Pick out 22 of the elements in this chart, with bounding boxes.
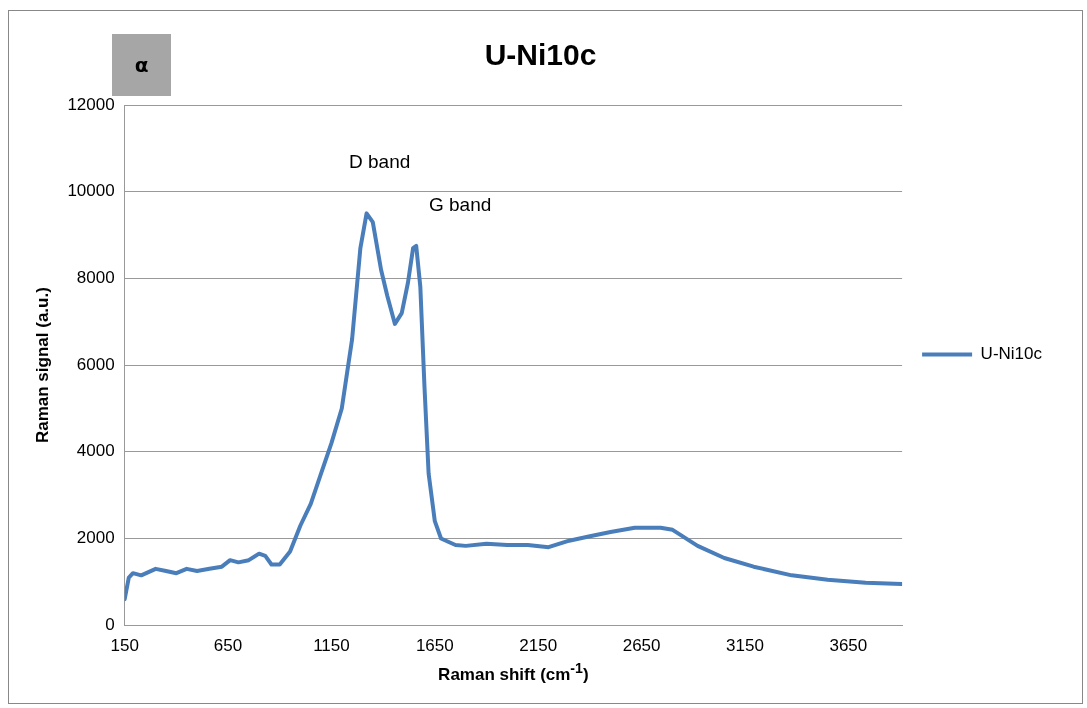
chart-title: U-Ni10c: [484, 38, 597, 72]
x-tick-label: 2650: [622, 636, 661, 656]
x-axis-title: Raman shift (cm$^{-1}$): [438, 660, 589, 685]
y-tick-label: 8000: [76, 268, 115, 288]
y-tick-label: 4000: [76, 441, 115, 461]
annotation: G band: [429, 194, 492, 216]
x-tick-label: 1150: [313, 636, 350, 656]
y-tick-label: 6000: [76, 354, 115, 374]
y-axis-title: Raman signal (a.u.): [32, 287, 52, 444]
y-tick-label: 0: [105, 614, 115, 634]
x-tick-label: 650: [213, 636, 243, 656]
x-tick-label: 150: [110, 636, 139, 656]
y-tick-label: 10000: [67, 181, 115, 201]
y-tick-label: 2000: [76, 528, 115, 548]
x-tick-label: 3650: [829, 636, 868, 656]
y-tick-label: 12000: [67, 94, 115, 114]
x-tick-label: 3150: [726, 636, 764, 656]
x-tick-label: 1650: [415, 636, 454, 656]
legend-label: U-Ni10c: [980, 344, 1043, 364]
annotation: D band: [349, 151, 411, 173]
text: α: [112, 34, 171, 96]
x-tick-label: 2150: [519, 636, 558, 656]
